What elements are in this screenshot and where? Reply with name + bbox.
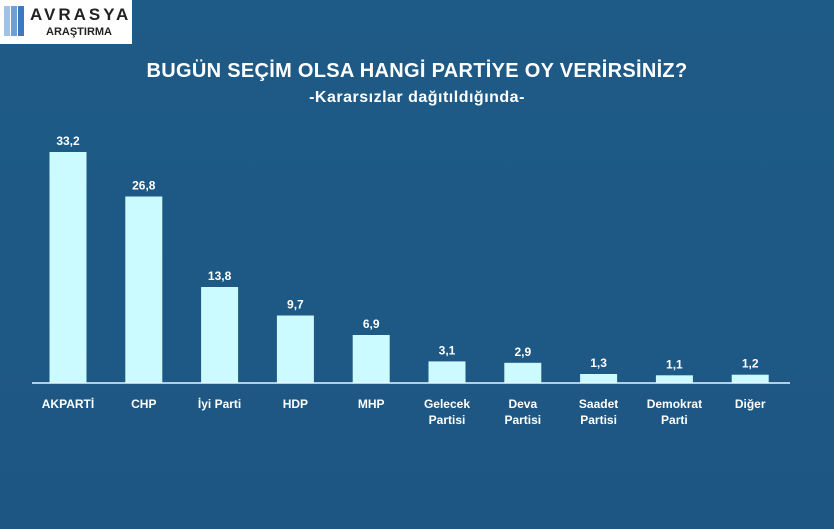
bar — [201, 287, 239, 383]
bar-value-label: 6,9 — [363, 317, 380, 331]
bar-value-label: 3,1 — [439, 343, 456, 357]
category-label: AKPARTİ — [42, 396, 94, 411]
bar-value-label: 26,8 — [132, 179, 156, 193]
bar — [352, 335, 390, 383]
bar-value-label: 1,1 — [666, 357, 683, 371]
bar-value-label: 9,7 — [287, 298, 304, 312]
chart-subtitle: -Kararsızlar dağıtıldığında- — [309, 89, 525, 106]
category-label: Partisi — [504, 413, 541, 427]
category-label: Diğer — [735, 397, 766, 411]
bar — [49, 152, 87, 383]
logo-brand-text: AVRASYA — [30, 5, 132, 24]
brand-logo: AVRASYA ARAŞTIRMA — [0, 0, 132, 44]
category-label: Partisi — [429, 413, 466, 427]
category-label: CHP — [131, 397, 156, 411]
bar — [731, 374, 769, 383]
category-label: Parti — [661, 413, 688, 427]
bar — [276, 315, 314, 383]
bar-value-label: 33,2 — [56, 134, 80, 148]
bar — [655, 375, 693, 383]
bar-value-label: 13,8 — [208, 269, 232, 283]
category-label: MHP — [358, 397, 385, 411]
category-label: Deva — [508, 397, 537, 411]
bar — [504, 362, 542, 383]
bar — [428, 361, 466, 383]
bar-value-label: 1,3 — [590, 356, 607, 370]
category-label: Saadet — [579, 397, 618, 411]
category-label: Gelecek — [424, 397, 470, 411]
category-label: İyi Parti — [198, 396, 241, 411]
chart-title: BUGÜN SEÇİM OLSA HANGİ PARTİYE OY VERİRS… — [146, 60, 688, 82]
bar — [580, 374, 618, 383]
bar-value-label: 1,2 — [742, 357, 759, 371]
category-label: Demokrat — [647, 397, 702, 411]
category-label: HDP — [283, 397, 308, 411]
bar-value-label: 2,9 — [514, 345, 531, 359]
bar — [125, 196, 163, 383]
logo-mark-icon — [4, 6, 24, 36]
bars-group: 33,2 AKPARTİ 26,8 CHP 13,8 İyi Parti 9,7 HDP 6,9… — [42, 134, 769, 427]
logo-sub-text: ARAŞTIRMA — [46, 26, 112, 38]
category-label: Partisi — [580, 413, 617, 427]
